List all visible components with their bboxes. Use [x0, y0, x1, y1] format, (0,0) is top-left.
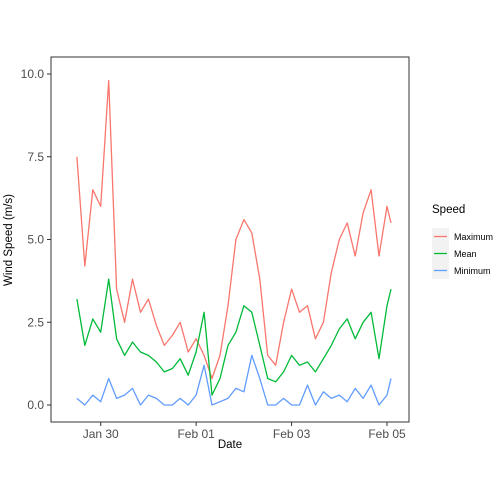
x-tick-label-2: Feb 03	[273, 427, 311, 441]
series-line-mean	[76, 278, 392, 396]
series-line-minimum	[76, 354, 392, 406]
legend-title: Speed	[432, 204, 465, 216]
y-axis-title: Wind Speed (m/s)	[3, 194, 15, 286]
series-line-maximum	[76, 79, 392, 380]
plot-panel	[50, 56, 410, 423]
x-axis-title: Date	[218, 439, 242, 451]
y-tick-label-4: 10.0	[21, 67, 45, 81]
legend: Speed Maximum Mean Minimum	[432, 204, 493, 279]
y-tick-label-2: 5.0	[27, 233, 44, 247]
legend-label-mean: Mean	[454, 249, 477, 259]
y-tick-label-0: 0.0	[27, 398, 44, 412]
series-lines	[76, 79, 392, 406]
legend-label-minimum: Minimum	[454, 266, 491, 276]
y-tick-label-3: 7.5	[27, 150, 44, 164]
legend-label-maximum: Maximum	[454, 232, 493, 242]
y-axis: 0.0 2.5 5.0 7.5 10.0	[21, 67, 51, 412]
x-tick-label-0: Jan 30	[83, 427, 119, 441]
y-tick-label-1: 2.5	[27, 315, 44, 329]
x-tick-label-1: Feb 01	[177, 427, 215, 441]
x-tick-label-3: Feb 05	[368, 427, 406, 441]
x-axis: Jan 30 Feb 01 Feb 03 Feb 05	[83, 422, 406, 441]
